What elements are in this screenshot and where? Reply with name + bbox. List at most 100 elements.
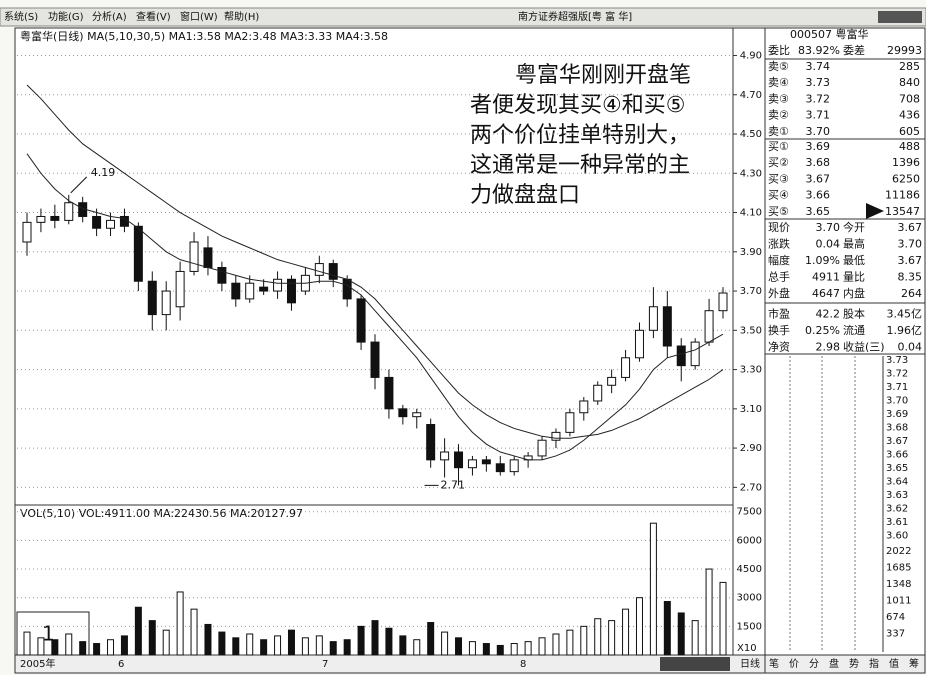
volume-bar xyxy=(93,643,101,656)
order-volume: 1396 xyxy=(892,156,920,169)
stat-value: 0.04 xyxy=(816,238,841,251)
stat-label: 收益(三) xyxy=(843,340,885,354)
order-label: 买⑤ xyxy=(768,205,789,218)
y-tick-label: 2.70 xyxy=(740,482,762,493)
volume-bar xyxy=(663,601,671,656)
ma-line xyxy=(26,84,724,439)
candle-body xyxy=(50,215,60,221)
annotation-line: 者便发现其买④和买⑤ xyxy=(470,93,685,118)
y-tick-label: 3.70 xyxy=(740,286,762,297)
y-tick-label: 4.10 xyxy=(740,208,762,219)
mini-price: 3.72 xyxy=(886,369,908,380)
mini-price: 3.66 xyxy=(886,450,908,461)
stat-value: 0.25% xyxy=(805,324,840,337)
volume-bar xyxy=(246,633,254,656)
stat-label: 现价 xyxy=(768,221,790,234)
order-price: 3.72 xyxy=(806,92,831,105)
tab[interactable]: 值 xyxy=(889,657,899,670)
stat-label: 净资 xyxy=(768,340,790,354)
order-price: 3.71 xyxy=(806,109,831,122)
volume-bar xyxy=(719,581,727,656)
tab[interactable]: 价 xyxy=(789,658,799,670)
menu-item[interactable]: 系统(S) xyxy=(4,10,38,23)
candle-body xyxy=(259,286,269,292)
stat-value: 3.67 xyxy=(898,221,923,234)
candle-body xyxy=(161,290,171,316)
menu-item[interactable]: 窗口(W) xyxy=(180,10,218,23)
candle-body xyxy=(690,341,700,367)
mini-price: 3.65 xyxy=(886,463,908,474)
y-tick-label: 4500 xyxy=(737,564,762,575)
tab[interactable]: 笔 xyxy=(769,657,779,670)
order-price: 3.65 xyxy=(806,205,831,218)
menu-item[interactable]: 查看(V) xyxy=(136,10,171,23)
tab[interactable]: 筹 xyxy=(909,657,919,670)
chart-header: 粤富华(日线) MA(5,10,30,5) MA1:3.58 MA2:3.48 … xyxy=(20,29,388,43)
order-volume: 285 xyxy=(899,60,920,73)
window-controls[interactable] xyxy=(878,11,922,23)
order-label: 买④ xyxy=(768,189,789,202)
volume-bar xyxy=(385,627,393,656)
order-volume: 840 xyxy=(899,76,920,89)
candle-body xyxy=(231,282,241,300)
ma-line xyxy=(26,153,724,461)
volume-bar xyxy=(329,641,337,656)
order-volume: 11186 xyxy=(885,189,920,202)
candle-body xyxy=(676,345,686,367)
tab[interactable]: 势 xyxy=(849,657,859,670)
volume-bar xyxy=(343,639,351,656)
stat-label: 外盘 xyxy=(768,286,790,300)
mini-price: 3.64 xyxy=(886,477,908,488)
y-tick-label: 4.70 xyxy=(740,90,762,101)
menu-item[interactable]: 帮助(H) xyxy=(224,10,259,23)
tab[interactable]: 分 xyxy=(809,658,819,670)
annotation-line: 这通常是一种异常的主 xyxy=(470,153,690,178)
volume-bar xyxy=(496,644,504,656)
y-tick-label: 7500 xyxy=(737,507,762,518)
order-label: 卖④ xyxy=(768,76,789,89)
stat-label: 内盘 xyxy=(843,286,865,300)
order-label: 卖① xyxy=(768,125,789,138)
candle-body xyxy=(92,215,102,229)
stat-label: 市盈 xyxy=(768,307,790,321)
candle-body xyxy=(454,451,464,469)
mini-price: 3.61 xyxy=(886,517,908,528)
candle-body xyxy=(607,376,617,386)
stat-value: 4911 xyxy=(812,271,840,284)
menu-item[interactable]: 功能(G) xyxy=(48,10,84,23)
y-tick-label: 3.30 xyxy=(740,365,762,376)
scroll-thumb[interactable] xyxy=(660,657,730,671)
y-tick-label: 2.90 xyxy=(740,443,762,454)
candle-body xyxy=(481,459,491,465)
candle-body xyxy=(106,219,116,229)
order-label: 卖② xyxy=(768,109,789,122)
x-tick-label: 7 xyxy=(322,659,328,670)
tab[interactable]: 指 xyxy=(869,657,879,670)
x-tick-label: 8 xyxy=(520,659,526,670)
menu-bar xyxy=(0,7,926,27)
candle-body xyxy=(551,431,561,441)
volume-bar xyxy=(399,635,407,656)
stat-value: 1.96亿 xyxy=(887,324,923,337)
date-bar xyxy=(14,654,766,674)
mini-volume: 2022 xyxy=(886,546,911,557)
mini-volume: 337 xyxy=(886,629,905,640)
order-ratio-label: 委差 xyxy=(843,43,865,57)
candle-body xyxy=(509,459,519,473)
annotation-line: 两个价位挂单特别大， xyxy=(470,123,690,148)
candle-body xyxy=(467,459,477,469)
stat-value: 42.2 xyxy=(816,308,841,321)
stat-label: 总手 xyxy=(768,270,790,284)
tab[interactable]: 盘 xyxy=(829,657,839,670)
candle-body xyxy=(273,278,283,292)
order-price: 3.69 xyxy=(806,140,831,153)
order-volume: 13547 xyxy=(885,205,920,218)
candle-body xyxy=(440,451,450,461)
menu-item[interactable]: 分析(A) xyxy=(92,10,127,23)
candle-body xyxy=(565,412,575,433)
stat-value: 3.67 xyxy=(898,254,923,267)
candle-body xyxy=(537,439,547,457)
candle-body xyxy=(314,263,324,276)
stat-value: 3.45亿 xyxy=(887,308,923,321)
y-tick-label: 4.30 xyxy=(740,168,762,179)
